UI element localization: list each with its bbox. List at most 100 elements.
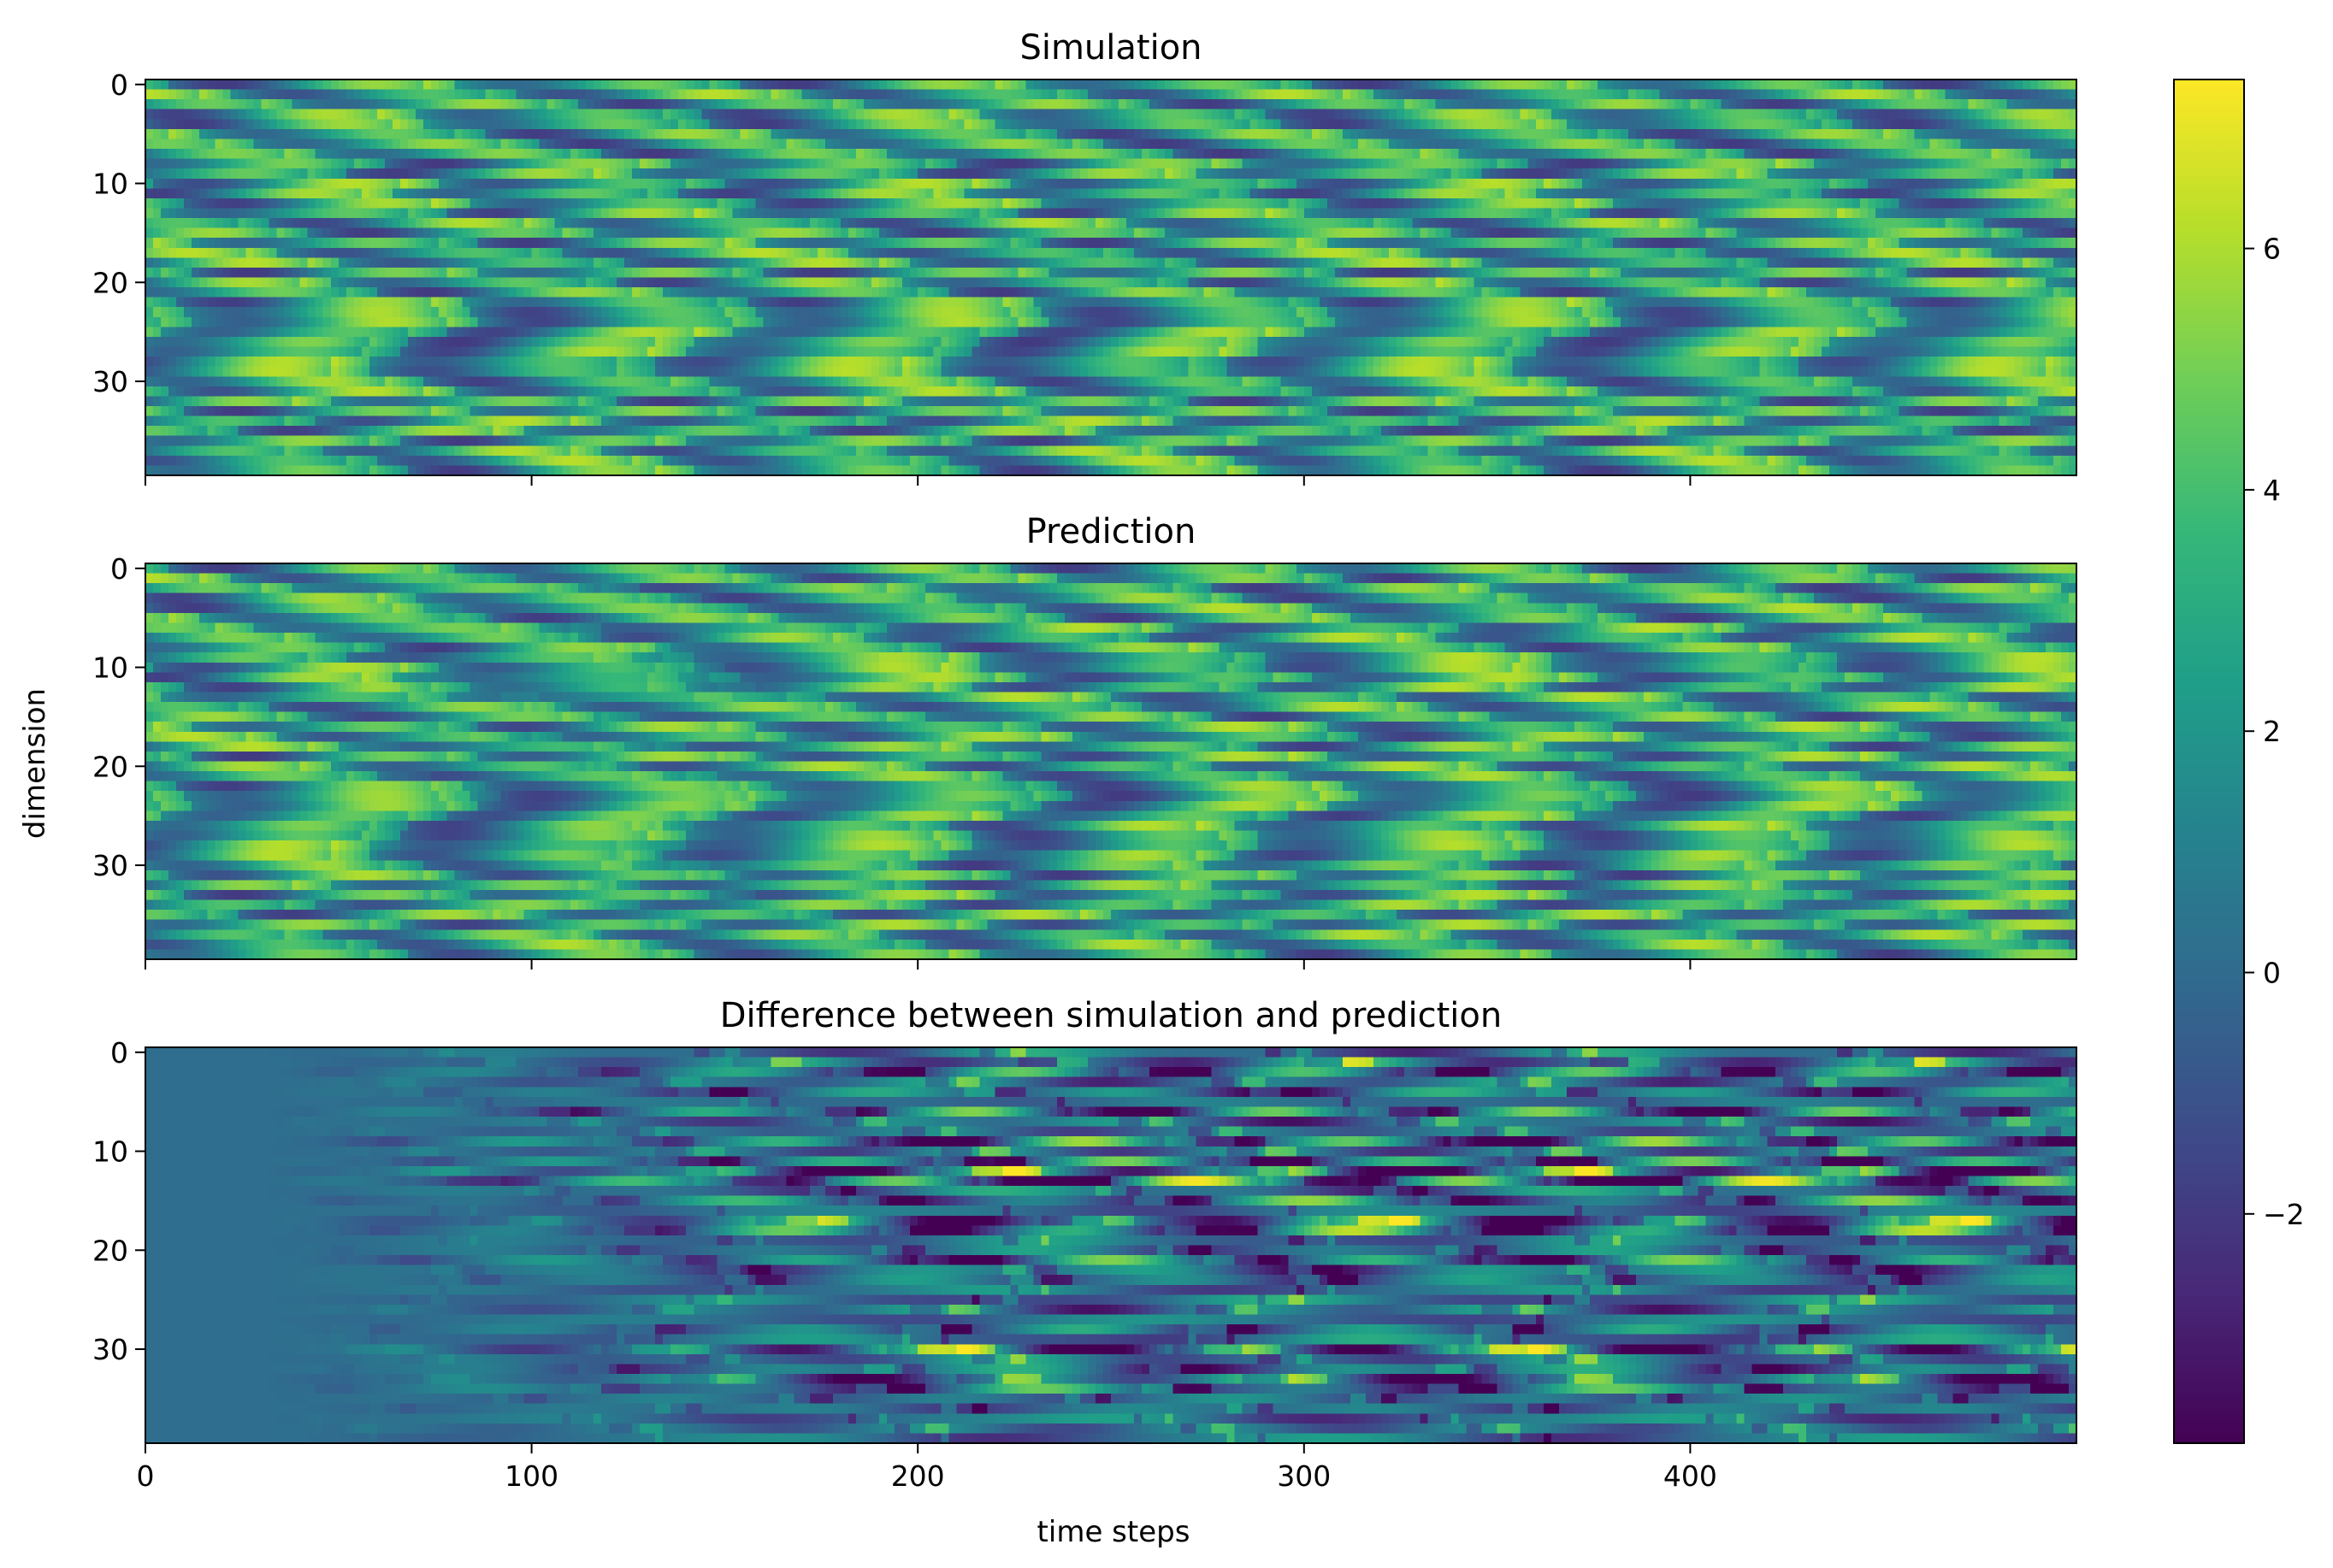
heatmap-cell: [161, 198, 169, 209]
heatmap-cell: [1636, 238, 1645, 248]
heatmap-cell: [1273, 119, 1282, 129]
heatmap-cell: [1458, 198, 1467, 209]
heatmap-cell: [887, 99, 895, 109]
heatmap-cell: [292, 129, 301, 139]
heatmap-cell: [810, 208, 818, 218]
heatmap-cell: [1373, 179, 1382, 189]
heatmap-cell: [1366, 179, 1374, 189]
heatmap-cell: [285, 119, 293, 129]
heatmap-cell: [1420, 139, 1428, 149]
heatmap-cell: [253, 248, 262, 258]
heatmap-cell: [300, 198, 309, 209]
heatmap-cell: [1829, 208, 1838, 218]
heatmap-cell: [1745, 129, 1753, 139]
heatmap-cell: [941, 238, 949, 248]
heatmap-cell: [1149, 228, 1158, 239]
heatmap-cell: [787, 90, 795, 100]
heatmap-cell: [416, 198, 424, 209]
heatmap-cell: [647, 248, 656, 258]
heatmap-cell: [1057, 149, 1066, 159]
heatmap-cell: [416, 99, 424, 109]
heatmap-cell: [1783, 90, 1792, 100]
heatmap-cell: [168, 109, 177, 120]
heatmap-cell: [1574, 179, 1583, 189]
heatmap-cell: [655, 149, 664, 159]
heatmap-cell: [655, 248, 664, 258]
heatmap-cell: [277, 109, 286, 120]
heatmap-cell: [1019, 119, 1027, 129]
heatmap-cell: [724, 179, 733, 189]
heatmap-cell: [207, 109, 216, 120]
heatmap-cell: [2007, 159, 2016, 169]
heatmap-cell: [1026, 248, 1035, 258]
heatmap-cell: [1381, 159, 1390, 169]
heatmap-cell: [423, 139, 432, 149]
heatmap-cell: [1180, 238, 1189, 248]
heatmap-cell: [1729, 168, 1738, 179]
heatmap-cell: [1250, 188, 1259, 198]
heatmap-cell: [1737, 179, 1745, 189]
heatmap-cell: [323, 168, 332, 179]
heatmap-cell: [601, 179, 610, 189]
heatmap-cell: [1961, 90, 1970, 100]
heatmap-cell: [779, 248, 788, 258]
heatmap-cell: [578, 129, 587, 139]
heatmap-cell: [1551, 208, 1560, 218]
heatmap-cell: [694, 179, 702, 189]
heatmap-cell: [199, 109, 208, 120]
heatmap-cell: [1551, 99, 1560, 109]
heatmap-cell: [168, 179, 177, 189]
heatmap-cell: [215, 99, 223, 109]
heatmap-cell: [918, 159, 926, 169]
heatmap-cell: [1188, 179, 1196, 189]
heatmap-cell: [145, 208, 154, 218]
heatmap-cell: [1651, 80, 1660, 90]
heatmap-cell: [732, 238, 741, 248]
heatmap-cell: [925, 109, 934, 120]
heatmap-cell: [423, 168, 432, 179]
heatmap-cell: [1042, 129, 1050, 139]
heatmap-cell: [1883, 179, 1892, 189]
heatmap-cell: [1034, 99, 1042, 109]
heatmap-cell: [1435, 188, 1444, 198]
heatmap-cell: [1814, 238, 1822, 248]
heatmap-cell: [1636, 129, 1645, 139]
heatmap-cell: [1397, 139, 1405, 149]
heatmap-cell: [787, 99, 795, 109]
heatmap-cell: [184, 208, 192, 218]
heatmap-cell: [956, 198, 965, 209]
heatmap-cell: [601, 198, 610, 209]
heatmap-cell: [1937, 139, 1946, 149]
heatmap-cell: [346, 188, 355, 198]
heatmap-cell: [2046, 119, 2054, 129]
heatmap-cell: [199, 139, 208, 149]
heatmap-cell: [1080, 168, 1089, 179]
heatmap-cell: [416, 188, 424, 198]
heatmap-cell: [1266, 119, 1274, 129]
heatmap-cell: [1952, 99, 1961, 109]
heatmap-cell: [918, 198, 926, 209]
heatmap-cell: [1722, 109, 1730, 120]
heatmap-cell: [1126, 188, 1135, 198]
heatmap-cell: [1722, 159, 1730, 169]
heatmap-cell: [245, 179, 254, 189]
heatmap-cell: [1343, 179, 1351, 189]
heatmap-cell: [339, 198, 347, 209]
heatmap-cell: [1065, 159, 1073, 169]
heatmap-cell: [1126, 179, 1135, 189]
heatmap-cell: [1914, 90, 1923, 100]
heatmap-cell: [509, 90, 517, 100]
heatmap-cell: [1682, 198, 1691, 209]
heatmap-cell: [207, 80, 216, 90]
heatmap-cell: [632, 139, 641, 149]
heatmap-cell: [1389, 80, 1397, 90]
heatmap-cell: [1914, 168, 1923, 179]
heatmap-cell: [663, 188, 671, 198]
heatmap-cell: [925, 139, 934, 149]
heatmap-cell: [1304, 99, 1313, 109]
heatmap-cell: [964, 238, 972, 248]
heatmap-cell: [1837, 149, 1846, 159]
heatmap-cell: [1281, 188, 1290, 198]
heatmap-cell: [864, 129, 872, 139]
heatmap-cell: [292, 139, 301, 149]
